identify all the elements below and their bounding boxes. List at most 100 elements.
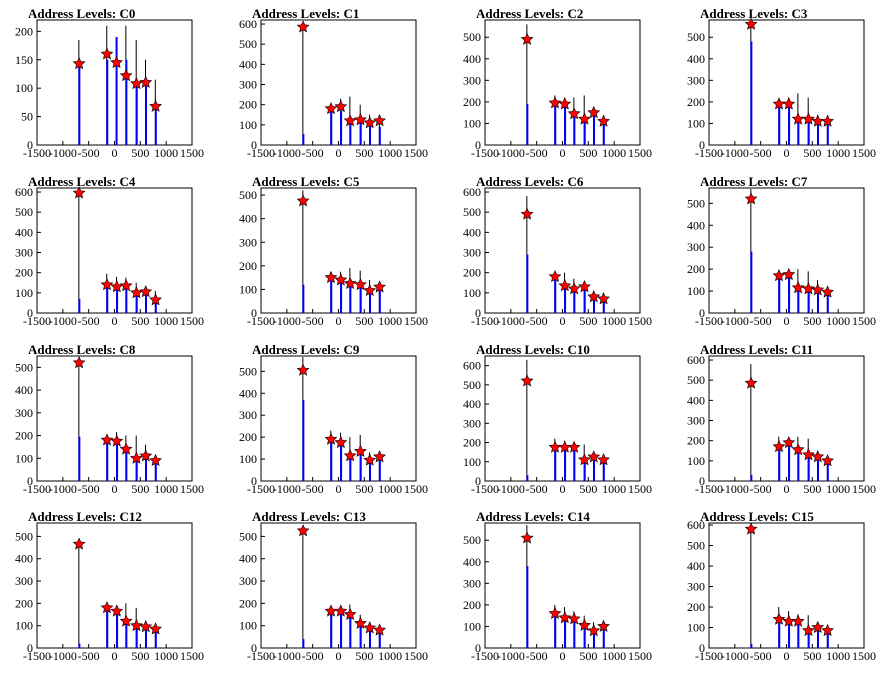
chart-5-ytick-label-2: 200 [239,259,257,273]
chart-3-ytick-label-2: 200 [687,95,705,109]
chart-6-xtick-label-3: 0 [560,314,566,328]
chart-11-xtick-label-0: -1500 [695,482,723,496]
chart-6-ytick-label-5: 500 [463,205,481,219]
chart-11-ytick-label-5: 500 [687,373,705,387]
chart-9-peak-marker-3 [343,449,357,462]
chart-12-ytick-label-2: 200 [15,596,33,610]
chart-7-xtick-label-0: -1500 [695,314,723,328]
chart-15-peak-marker-5 [811,620,825,633]
chart-7-ytick-label-1: 100 [687,284,705,298]
chart-8-peak-marker-2 [110,434,124,447]
chart-9-peak-marker-0 [296,363,310,376]
chart-4-peak-marker-5 [139,285,153,298]
chart-1-ytick-label-3: 300 [239,78,257,92]
chart-12-frame [36,522,193,649]
chart-4-xtick-label-1: -1000 [49,314,77,328]
chart-2-xtick-label-2: -500 [526,146,548,160]
chart-3-xtick-label-6: 1500 [852,146,876,160]
chart-0: Address Levels: C0 0 50 100 150 200 -1500-1000… [15,6,204,160]
chart-14-xtick-label-6: 1500 [628,649,652,663]
chart-10-ytick-label-0: 0 [475,474,481,488]
chart-3-xtick-label-5: 1000 [826,146,850,160]
chart-15-ytick-label-0: 0 [699,641,705,655]
chart-10-ytick-label-4: 400 [463,397,481,411]
chart-4-ytick-label-3: 300 [15,246,33,260]
chart-8-ytick-label-2: 200 [15,429,33,443]
chart-7: Address Levels: C70100200300400500-1500-… [687,174,876,328]
chart-8-peak-marker-0 [72,356,86,369]
chart-10-frame [484,355,641,482]
chart-2-xtick-label-3: 0 [560,146,566,160]
chart-0-peak-marker-6 [149,99,162,112]
chart-11-xtick-label-6: 1500 [852,482,876,496]
chart-7-xtick-label-1: -1000 [721,314,749,328]
chart-10-xtick-label-2: -500 [526,482,548,496]
chart-8-frame [36,355,193,482]
chart-13-peak-marker-2 [334,604,348,617]
chart-1-frame [260,19,417,146]
chart-13-xtick-label-0: -1500 [247,649,275,663]
chart-14-xtick-label-3: 0 [560,649,566,663]
chart-8-peak-marker-1 [100,433,114,446]
chart-5-ytick-label-3: 300 [239,235,257,249]
chart-4-peak-marker-3 [119,279,133,292]
chart-0-xtick-label-2: -500 [78,146,100,160]
chart-13-ytick-label-3: 300 [239,574,257,588]
chart-13-xtick-label-1: -1000 [273,649,301,663]
chart-1-peak-marker-1 [324,101,338,115]
chart-13-ytick-label-5: 500 [239,529,257,543]
chart-4: Address Levels: C4 0 100 200 300 400 500 600 -15… [15,174,204,328]
chart-7-ytick-label-0: 0 [699,306,705,320]
chart-5-peak-marker-4 [354,277,367,291]
chart-14-peak-marker-3 [567,612,581,625]
chart-0-title: Address Levels: C0 [28,6,135,21]
chart-12-peak-marker-0 [72,537,86,550]
chart-5-peak-marker-1 [324,270,338,284]
chart-10-peak-marker-6 [597,453,610,466]
chart-4-frame [36,187,193,314]
chart-11: Address Levels: C11 0 100 200 300 400 500 600 -1… [687,342,876,496]
chart-13-xtick-label-5: 1000 [378,649,402,663]
chart-14-ytick-label-3: 300 [463,576,481,590]
chart-11-ytick-label-4: 400 [687,393,705,407]
chart-2-title: Address Levels: C2 [476,6,583,21]
chart-11-peak-marker-3 [791,443,805,456]
chart-15-peak-marker-0 [744,522,758,535]
chart-3-ytick-label-5: 500 [687,30,705,44]
chart-12-peak-marker-5 [139,620,153,633]
chart-15: Address Levels: C15 0 100 200 300 400 500 600 -1… [687,509,876,663]
chart-15-peak-marker-6 [821,623,834,637]
chart-2-peak-marker-6 [597,114,610,127]
chart-2-peak-marker-1 [548,96,562,109]
chart-15-ytick-label-5: 500 [687,539,705,553]
chart-15-xtick-label-1: -1000 [721,649,749,663]
chart-9-peak-marker-2 [334,435,348,449]
chart-11-ytick-label-2: 200 [687,434,705,448]
chart-9-ytick-label-1: 100 [239,452,257,466]
chart-13-ytick-label-4: 400 [239,552,257,566]
chart-0-ytick-label-1: 50 [21,110,33,124]
chart-3-title: Address Levels: C3 [700,6,808,21]
chart-4-peak-marker-1 [100,278,114,291]
chart-7-xtick-label-6: 1500 [852,314,876,328]
chart-0-xtick-label-6: 1500 [180,146,204,160]
chart-4-ytick-label-6: 600 [15,185,33,199]
chart-9-xtick-label-1: -1000 [273,482,301,496]
chart-1-peak-marker-0 [296,20,310,33]
chart-2-ytick-label-0: 0 [475,138,481,152]
chart-2-xtick-label-4: 500 [579,146,597,160]
chart-7-peak-marker-3 [791,281,805,294]
chart-5-xtick-label-6: 1500 [404,314,428,328]
chart-12-ytick-label-5: 500 [15,529,33,543]
chart-5-ytick-label-1: 100 [239,282,257,296]
chart-10-peak-marker-0 [520,374,534,387]
chart-9-xtick-label-3: 0 [336,482,342,496]
chart-6-peak-marker-2 [558,279,572,292]
chart-6-ytick-label-1: 100 [463,286,481,300]
chart-8-xtick-label-1: -1000 [49,482,77,496]
chart-14-peak-marker-1 [548,606,562,619]
chart-15-xtick-label-6: 1500 [852,649,876,663]
chart-15-ytick-label-2: 200 [687,600,705,614]
chart-14-xtick-label-1: -1000 [497,649,525,663]
chart-11-xtick-label-1: -1000 [721,482,749,496]
